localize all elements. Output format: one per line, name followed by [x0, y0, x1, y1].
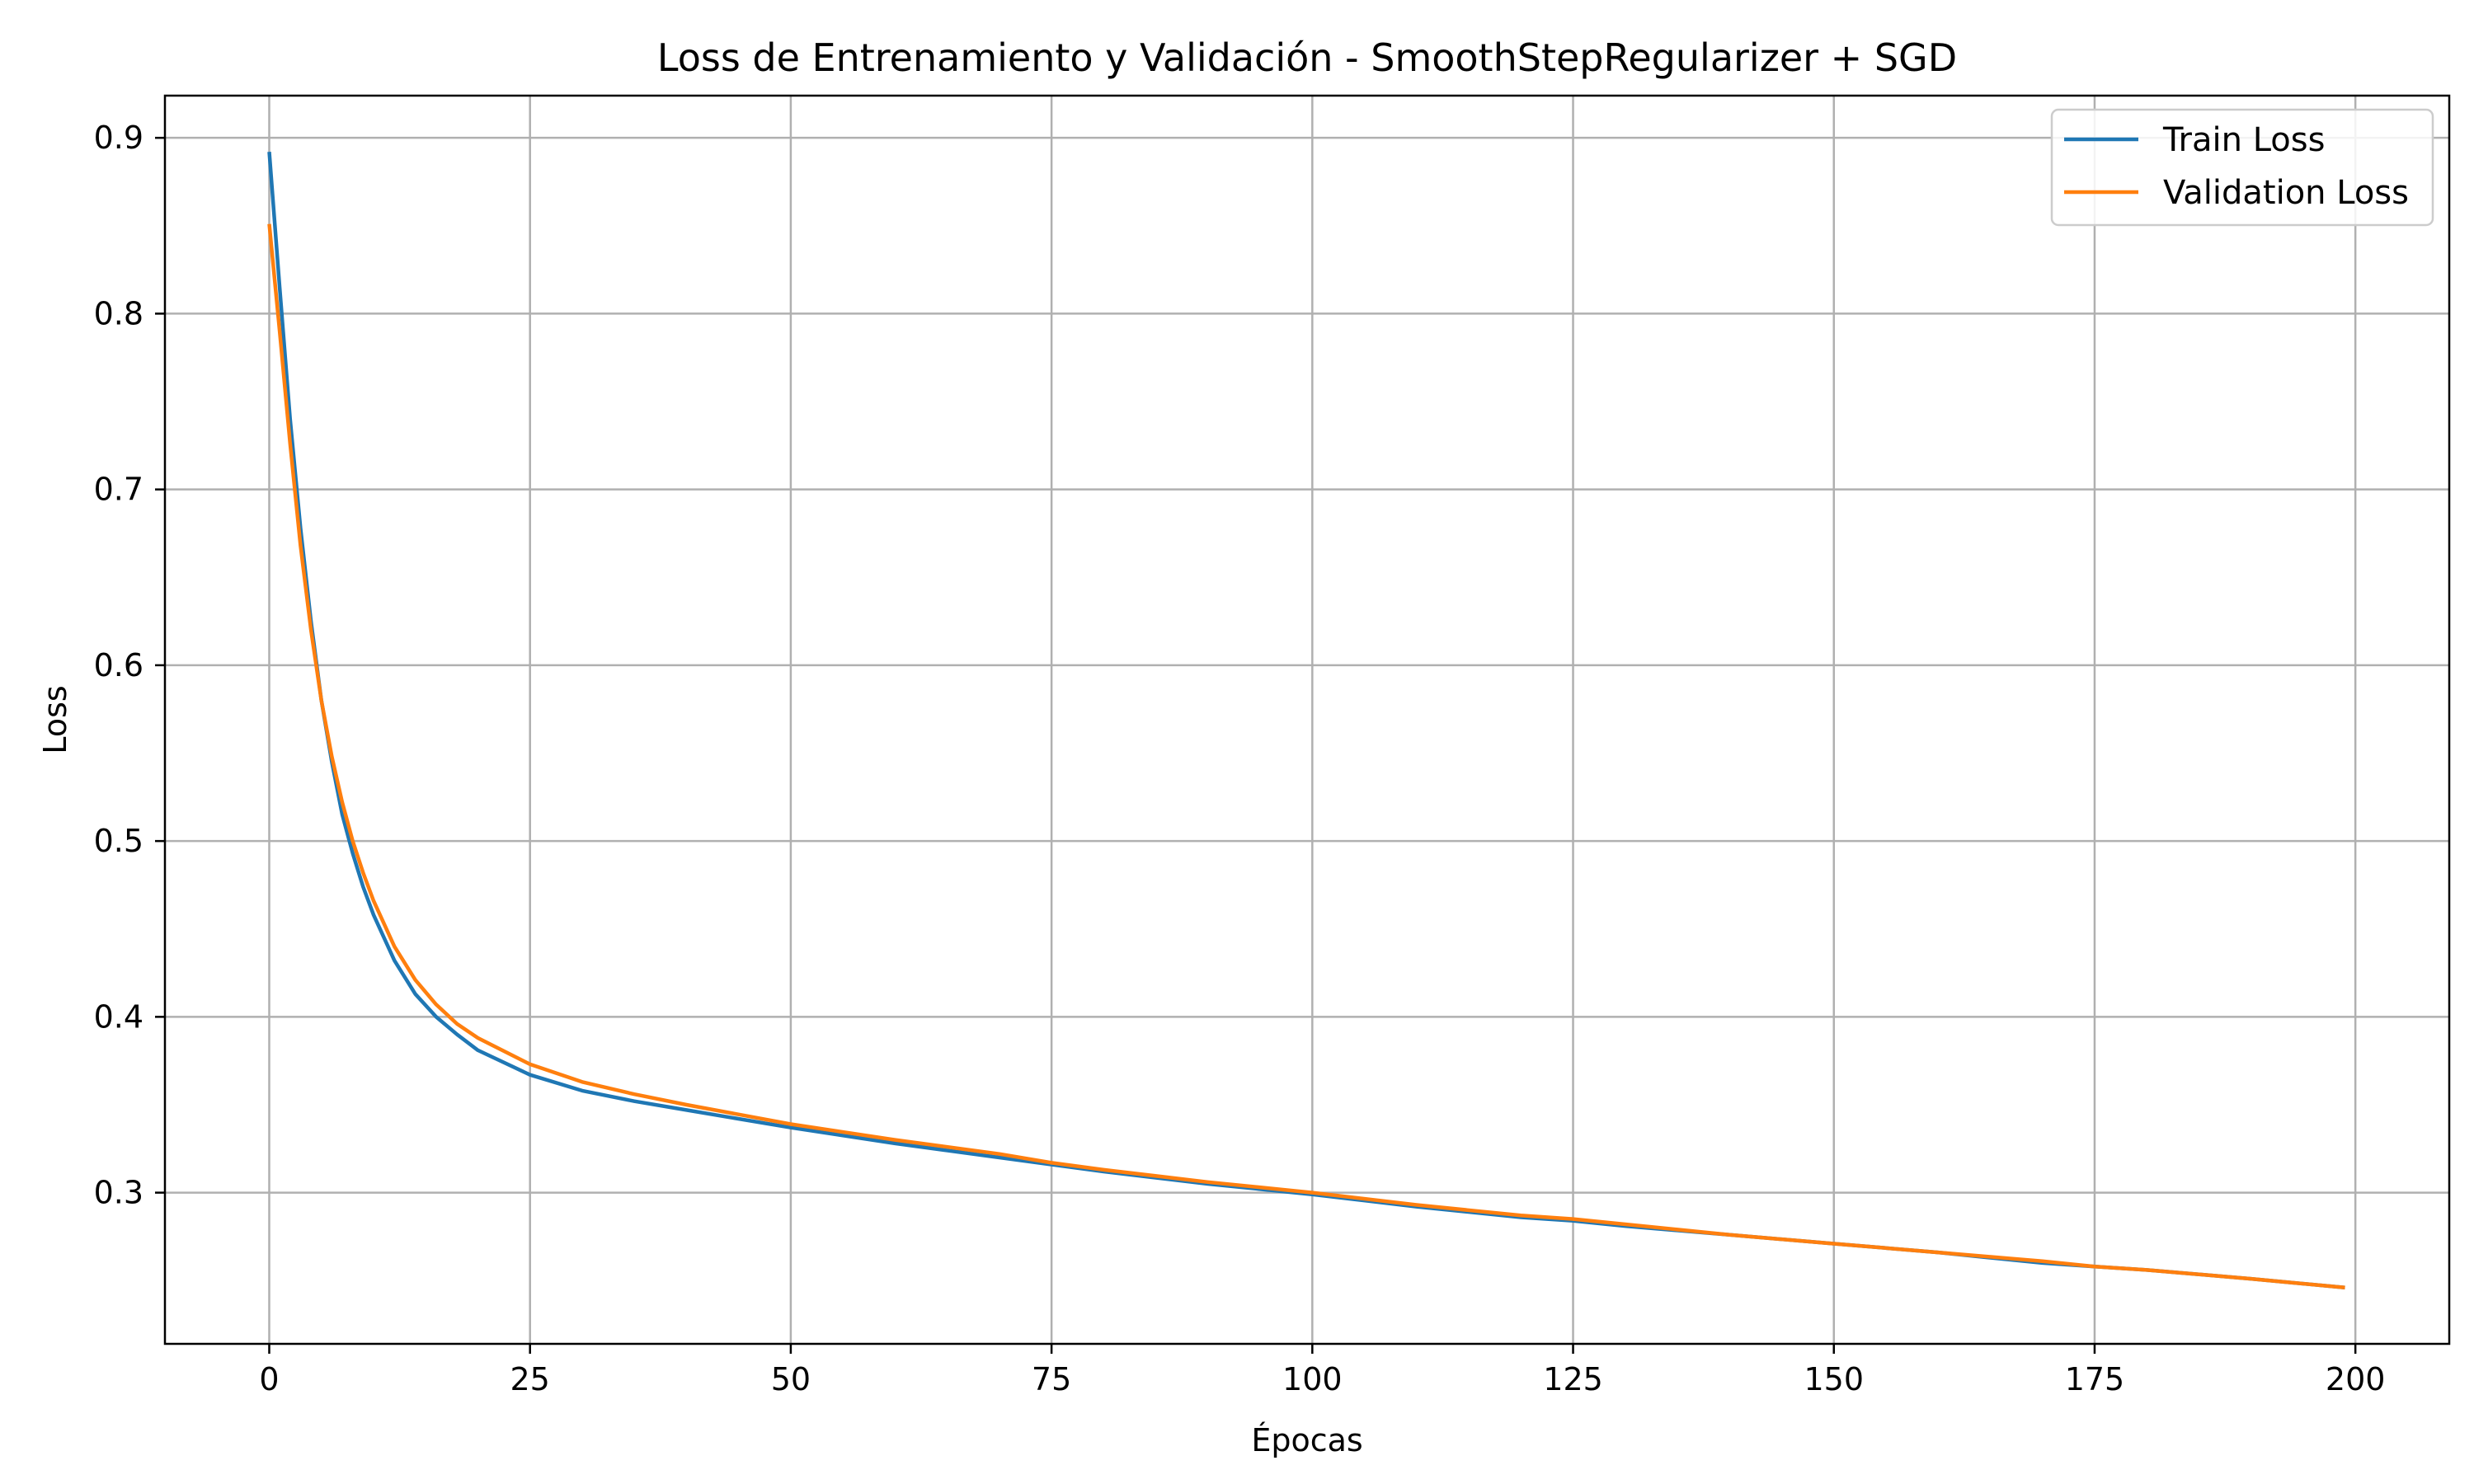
y-tick-label: 0.7 — [94, 472, 143, 508]
y-tick-label: 0.4 — [94, 998, 143, 1035]
plot-frame — [163, 94, 2451, 1345]
legend-label-validation-loss: Validation Loss — [2163, 174, 2409, 212]
x-tick-label: 125 — [1543, 1361, 1603, 1397]
x-tick-label: 175 — [2065, 1361, 2125, 1397]
x-tick-label: 100 — [1282, 1361, 1343, 1397]
series-line-validation-loss — [267, 223, 2345, 1290]
x-tick-label: 150 — [1804, 1361, 1864, 1397]
x-tick-label: 0 — [259, 1361, 279, 1397]
chart-title: Loss de Entrenamiento y Validación - Smo… — [657, 35, 1957, 80]
y-tick-label: 0.6 — [94, 647, 143, 683]
legend-box — [2050, 108, 2434, 227]
y-tick-label: 0.3 — [94, 1175, 143, 1211]
series-layer — [267, 152, 2345, 1290]
y-tick-label: 0.9 — [94, 120, 143, 156]
ticks-layer: 0 25 50 75 100 125 150 175 200 0.3 0.4 0.5 0.6 0.7 0.8… — [94, 120, 2386, 1397]
y-tick-label: 0.5 — [94, 823, 143, 859]
x-tick-label: 75 — [1032, 1361, 1071, 1397]
x-tick-label: 50 — [771, 1361, 811, 1397]
series-line-train-loss — [267, 152, 2345, 1290]
x-axis-title: Épocas — [1251, 1422, 1362, 1458]
legend-label-train-loss: Train Loss — [2162, 121, 2325, 159]
x-tick-label: 25 — [510, 1361, 550, 1397]
y-axis-title: Loss — [37, 685, 73, 754]
y-tick-label: 0.8 — [94, 295, 143, 331]
grid-layer — [165, 96, 2449, 1344]
x-tick-label: 200 — [2326, 1361, 2386, 1397]
legend: Train Loss Validation Loss — [2050, 108, 2434, 227]
